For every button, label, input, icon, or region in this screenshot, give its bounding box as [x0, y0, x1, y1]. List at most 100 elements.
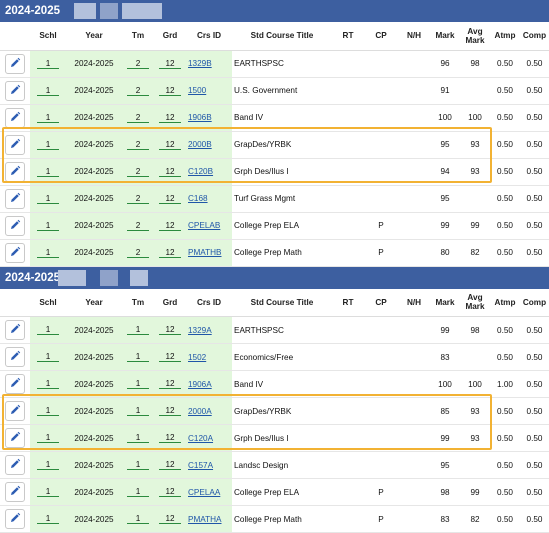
tm-value[interactable]: 2: [127, 221, 149, 231]
edit-button[interactable]: [5, 216, 25, 236]
grd-value[interactable]: 12: [159, 433, 181, 443]
atmp-cell: 0.50: [490, 344, 520, 371]
schl-value[interactable]: 1: [37, 248, 59, 258]
edit-button[interactable]: [5, 374, 25, 394]
course-id-link[interactable]: C168: [188, 194, 208, 203]
schl-value[interactable]: 1: [37, 460, 59, 470]
grd-value[interactable]: 12: [159, 194, 181, 204]
edit-cell: [0, 317, 30, 344]
year-cell: 2024-2025: [66, 50, 122, 77]
course-id-link[interactable]: 1329B: [188, 59, 212, 68]
mark-cell: 100: [430, 104, 460, 131]
course-title-cell: Economics/Free: [232, 344, 332, 371]
schl-value[interactable]: 1: [37, 406, 59, 416]
grd-value[interactable]: 12: [159, 379, 181, 389]
crs-id-cell: 1906A: [186, 371, 232, 398]
grd-value[interactable]: 12: [159, 460, 181, 470]
edit-button[interactable]: [5, 428, 25, 448]
grd-value[interactable]: 12: [159, 140, 181, 150]
cp-cell: [364, 104, 398, 131]
course-id-link[interactable]: 1329A: [188, 326, 212, 335]
mark-cell: 98: [430, 479, 460, 506]
schl-value[interactable]: 1: [37, 86, 59, 96]
edit-button[interactable]: [5, 135, 25, 155]
tm-value[interactable]: 1: [127, 433, 149, 443]
course-id-link[interactable]: C120A: [188, 434, 213, 443]
course-id-link[interactable]: C120B: [188, 167, 213, 176]
schl-value[interactable]: 1: [37, 325, 59, 335]
course-title-cell: Grph Des/Ilus I: [232, 425, 332, 452]
tm-value[interactable]: 2: [127, 248, 149, 258]
edit-button[interactable]: [5, 347, 25, 367]
tm-value[interactable]: 1: [127, 352, 149, 362]
col-header-comp: Comp: [520, 289, 549, 317]
course-id-link[interactable]: PMATHA: [188, 515, 222, 524]
tm-value[interactable]: 1: [127, 325, 149, 335]
col-header-rt: RT: [332, 22, 364, 50]
schl-value[interactable]: 1: [37, 113, 59, 123]
tm-value[interactable]: 2: [127, 59, 149, 69]
edit-button[interactable]: [5, 162, 25, 182]
grd-cell: 12: [154, 77, 186, 104]
edit-button[interactable]: [5, 189, 25, 209]
cp-cell: [364, 131, 398, 158]
edit-button[interactable]: [5, 243, 25, 263]
tm-value[interactable]: 1: [127, 460, 149, 470]
grd-value[interactable]: 12: [159, 514, 181, 524]
edit-button[interactable]: [5, 81, 25, 101]
tm-value[interactable]: 1: [127, 487, 149, 497]
edit-cell: [0, 77, 30, 104]
course-id-link[interactable]: 1906A: [188, 380, 212, 389]
grd-value[interactable]: 12: [159, 352, 181, 362]
grd-value[interactable]: 12: [159, 325, 181, 335]
schl-value[interactable]: 1: [37, 433, 59, 443]
schl-value[interactable]: 1: [37, 514, 59, 524]
course-id-link[interactable]: CPELAA: [188, 488, 220, 497]
year-cell: 2024-2025: [66, 131, 122, 158]
edit-button[interactable]: [5, 54, 25, 74]
course-id-link[interactable]: PMATHB: [188, 248, 222, 257]
edit-button[interactable]: [5, 401, 25, 421]
course-id-link[interactable]: 2000B: [188, 140, 212, 149]
schl-value[interactable]: 1: [37, 140, 59, 150]
course-id-link[interactable]: CPELAB: [188, 221, 220, 230]
tm-value[interactable]: 2: [127, 86, 149, 96]
grd-cell: 12: [154, 452, 186, 479]
course-id-link[interactable]: C157A: [188, 461, 213, 470]
edit-button[interactable]: [5, 455, 25, 475]
edit-button[interactable]: [5, 509, 25, 529]
grd-value[interactable]: 12: [159, 113, 181, 123]
tm-value[interactable]: 2: [127, 140, 149, 150]
schl-value[interactable]: 1: [37, 221, 59, 231]
edit-button[interactable]: [5, 482, 25, 502]
tm-value[interactable]: 2: [127, 113, 149, 123]
schl-value[interactable]: 1: [37, 487, 59, 497]
course-id-link[interactable]: 1502: [188, 353, 206, 362]
course-title-cell: GrapDes/YRBK: [232, 398, 332, 425]
course-id-link[interactable]: 1906B: [188, 113, 212, 122]
grd-value[interactable]: 12: [159, 406, 181, 416]
tm-value[interactable]: 2: [127, 194, 149, 204]
grd-value[interactable]: 12: [159, 487, 181, 497]
schl-value[interactable]: 1: [37, 352, 59, 362]
course-id-link[interactable]: 1500: [188, 86, 206, 95]
tm-value[interactable]: 1: [127, 514, 149, 524]
schl-value[interactable]: 1: [37, 167, 59, 177]
grd-value[interactable]: 12: [159, 221, 181, 231]
col-header-title: Std Course Title: [232, 22, 332, 50]
schl-value[interactable]: 1: [37, 59, 59, 69]
tm-value[interactable]: 1: [127, 406, 149, 416]
edit-button[interactable]: [5, 320, 25, 340]
edit-button[interactable]: [5, 108, 25, 128]
grd-value[interactable]: 12: [159, 248, 181, 258]
grd-value[interactable]: 12: [159, 59, 181, 69]
schl-value[interactable]: 1: [37, 379, 59, 389]
tm-value[interactable]: 2: [127, 167, 149, 177]
rt-cell: [332, 479, 364, 506]
schl-value[interactable]: 1: [37, 194, 59, 204]
course-id-link[interactable]: 2000A: [188, 407, 212, 416]
tm-value[interactable]: 1: [127, 379, 149, 389]
grd-value[interactable]: 12: [159, 167, 181, 177]
grd-value[interactable]: 12: [159, 86, 181, 96]
